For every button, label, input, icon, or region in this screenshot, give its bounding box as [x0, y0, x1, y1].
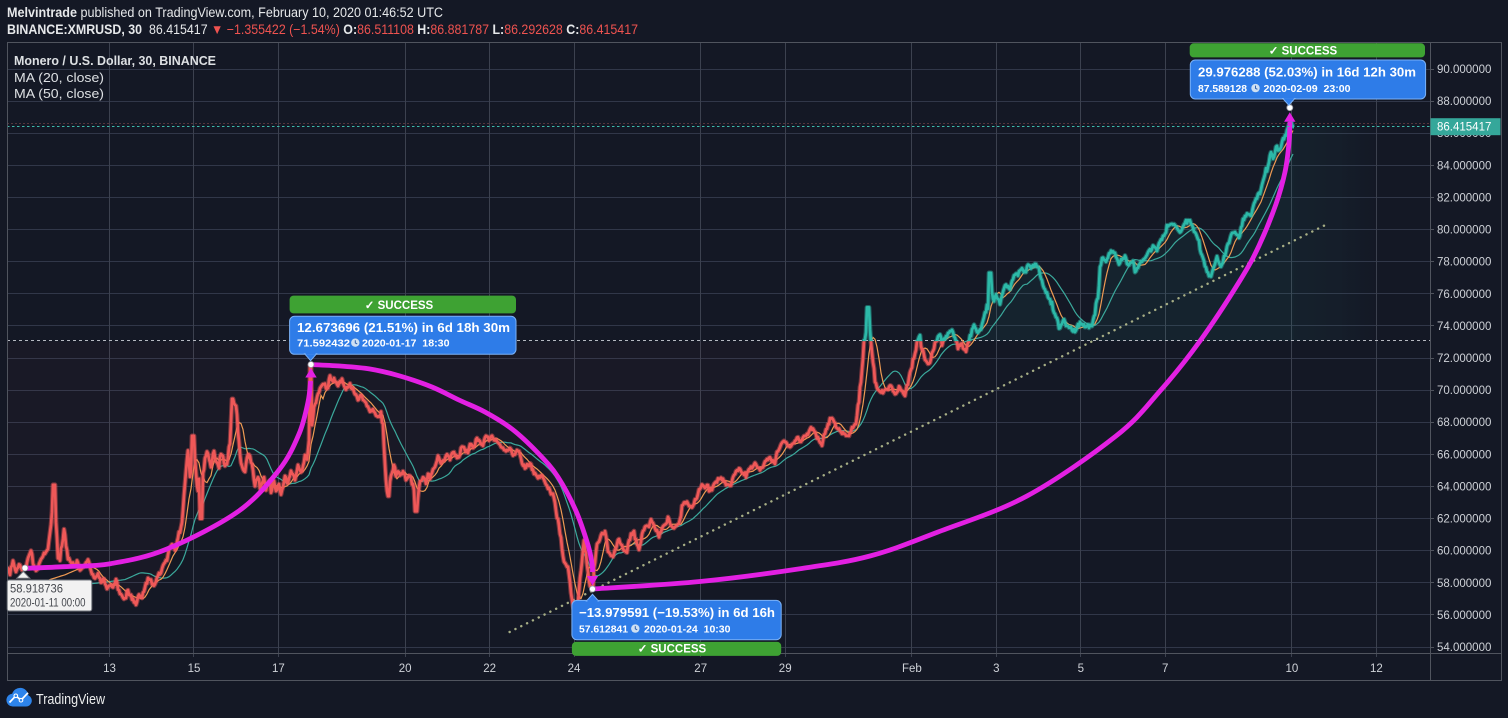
svg-text:22: 22	[483, 663, 496, 675]
svg-text:2020-02-09 23:00: 2020-02-09 23:00	[1264, 83, 1351, 95]
svg-text:2020-01-17 18:30: 2020-01-17 18:30	[362, 337, 450, 349]
svg-text:12: 12	[1370, 663, 1383, 675]
svg-text:70.000000: 70.000000	[1437, 385, 1491, 397]
svg-text:Melvintrade published on Tradi: Melvintrade published on TradingView.com…	[7, 5, 443, 20]
svg-text:74.000000: 74.000000	[1437, 321, 1491, 333]
svg-text:Monero / U.S. Dollar, 30, BINA: Monero / U.S. Dollar, 30, BINANCE	[14, 53, 216, 68]
svg-text:58.000000: 58.000000	[1437, 578, 1491, 590]
svg-text:29: 29	[779, 663, 792, 675]
svg-text:72.000000: 72.000000	[1437, 353, 1491, 365]
svg-text:15: 15	[188, 663, 201, 675]
svg-text:64.000000: 64.000000	[1437, 481, 1491, 493]
svg-text:90.000000: 90.000000	[1437, 64, 1491, 76]
svg-text:76.000000: 76.000000	[1437, 289, 1491, 301]
svg-text:−13.979591 (−19.53%) in 6d 16h: −13.979591 (−19.53%) in 6d 16h	[579, 605, 775, 620]
svg-text:3: 3	[993, 663, 999, 675]
svg-text:87.589128: 87.589128	[1198, 83, 1247, 95]
svg-text:10: 10	[1286, 663, 1299, 675]
svg-text:✓ SUCCESS: ✓ SUCCESS	[1269, 45, 1338, 57]
svg-text:57.612841: 57.612841	[579, 623, 628, 635]
svg-text:78.000000: 78.000000	[1437, 257, 1491, 269]
svg-text:12.673696 (21.51%) in 6d 18h 3: 12.673696 (21.51%) in 6d 18h 30m	[297, 320, 510, 335]
svg-text:7: 7	[1162, 663, 1168, 675]
svg-text:MA (20, close): MA (20, close)	[14, 71, 104, 85]
svg-text:84.000000: 84.000000	[1437, 160, 1491, 172]
svg-text:2020-01-24 10:30: 2020-01-24 10:30	[644, 623, 731, 635]
svg-text:88.000000: 88.000000	[1437, 96, 1491, 108]
svg-text:58.918736: 58.918736	[10, 582, 63, 596]
svg-text:66.000000: 66.000000	[1437, 449, 1491, 461]
svg-text:82.000000: 82.000000	[1437, 192, 1491, 204]
svg-text:86.415417: 86.415417	[1437, 122, 1491, 134]
svg-text:MA (50, close): MA (50, close)	[14, 87, 104, 101]
svg-text:17: 17	[272, 663, 285, 675]
svg-text:24: 24	[568, 663, 581, 675]
svg-text:68.000000: 68.000000	[1437, 417, 1491, 429]
svg-text:29.976288 (52.03%) in 16d 12h: 29.976288 (52.03%) in 16d 12h 30m	[1198, 65, 1416, 80]
svg-text:27: 27	[694, 663, 707, 675]
svg-text:2020-01-11 00:00: 2020-01-11 00:00	[10, 596, 86, 610]
svg-text:71.592432: 71.592432	[297, 337, 350, 349]
svg-text:✓ SUCCESS: ✓ SUCCESS	[365, 300, 434, 312]
svg-text:✓ SUCCESS: ✓ SUCCESS	[638, 644, 707, 656]
svg-text:80.000000: 80.000000	[1437, 225, 1491, 237]
svg-text:54.000000: 54.000000	[1437, 642, 1491, 654]
svg-text:13: 13	[103, 663, 116, 675]
svg-text:5: 5	[1078, 663, 1084, 675]
svg-text:TradingView: TradingView	[36, 692, 105, 708]
svg-text:62.000000: 62.000000	[1437, 514, 1491, 526]
svg-text:20: 20	[399, 663, 412, 675]
svg-text:60.000000: 60.000000	[1437, 546, 1491, 558]
svg-text:Feb: Feb	[902, 663, 922, 675]
svg-text:BINANCE:XMRUSD, 30 86.415417: BINANCE:XMRUSD, 30 86.415417 ▼ −1.355422…	[7, 22, 638, 37]
svg-text:56.000000: 56.000000	[1437, 610, 1491, 622]
